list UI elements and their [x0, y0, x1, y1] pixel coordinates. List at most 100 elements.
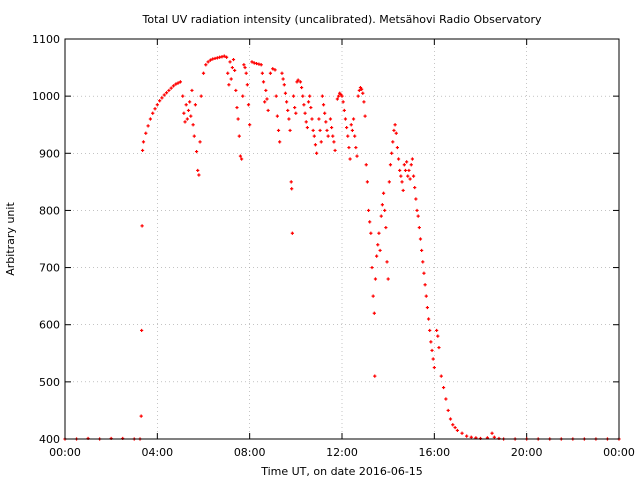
- data-point: [197, 173, 201, 177]
- data-point: [281, 77, 285, 81]
- chart-title: Total UV radiation intensity (uncalibrat…: [142, 13, 542, 26]
- data-point: [381, 191, 386, 195]
- data-point: [264, 88, 268, 93]
- data-point: [295, 80, 299, 84]
- data-point: [185, 117, 189, 121]
- data-point: [160, 96, 164, 100]
- data-point: [169, 86, 173, 90]
- data-point: [421, 260, 425, 264]
- data-point: [373, 277, 378, 281]
- data-point: [229, 77, 233, 81]
- data-point: [306, 100, 311, 104]
- data-point: [371, 294, 375, 298]
- x-tick-label: 04:00: [141, 446, 173, 459]
- data-point: [294, 111, 298, 115]
- data-point: [268, 71, 273, 75]
- data-point: [204, 63, 208, 67]
- data-point: [376, 243, 380, 247]
- data-point: [171, 84, 176, 88]
- data-point: [250, 60, 254, 64]
- data-point: [378, 248, 382, 253]
- data-point: [302, 103, 306, 107]
- x-tick-label: 20:00: [511, 446, 543, 459]
- data-point: [190, 88, 194, 93]
- data-point: [121, 436, 125, 441]
- data-point: [291, 94, 296, 98]
- data-point: [356, 94, 360, 98]
- data-point: [158, 99, 162, 103]
- data-point: [401, 188, 405, 193]
- data-point: [275, 114, 279, 118]
- data-point: [460, 431, 464, 435]
- x-axis-label: Time UT, on date 2016-06-15: [260, 465, 423, 478]
- data-point: [242, 63, 246, 67]
- data-point: [309, 105, 313, 110]
- data-point: [355, 154, 359, 158]
- data-point: [141, 140, 146, 144]
- data-point: [384, 225, 388, 230]
- data-point: [428, 328, 432, 333]
- data-point: [370, 265, 374, 270]
- data-point: [455, 428, 460, 433]
- data-point: [453, 425, 457, 430]
- x-tick-label: 00:00: [603, 446, 635, 459]
- data-point: [405, 160, 409, 164]
- data-point: [369, 231, 373, 235]
- data-point: [188, 100, 192, 104]
- y-tick-label: 700: [39, 262, 60, 275]
- data-point: [194, 149, 199, 154]
- data-point: [181, 94, 185, 98]
- data-point: [357, 88, 361, 93]
- data-point: [385, 260, 389, 264]
- data-point: [312, 134, 316, 138]
- data-point: [478, 436, 483, 441]
- data-point: [244, 71, 248, 75]
- data-point: [233, 68, 237, 73]
- data-point: [339, 92, 343, 97]
- data-points: [63, 54, 621, 441]
- x-tick-label: 16:00: [418, 446, 450, 459]
- data-point: [239, 157, 244, 161]
- data-point: [259, 63, 263, 67]
- data-point: [140, 148, 145, 153]
- data-point: [497, 436, 501, 441]
- data-point: [451, 423, 455, 427]
- data-point: [318, 128, 322, 133]
- data-point: [290, 187, 294, 191]
- data-point: [406, 174, 410, 178]
- data-point: [362, 100, 366, 104]
- y-tick-label: 500: [39, 376, 60, 389]
- data-point: [400, 180, 404, 184]
- data-point: [167, 88, 171, 93]
- data-point: [201, 71, 206, 75]
- data-point: [222, 54, 226, 58]
- data-point: [395, 145, 399, 150]
- data-point: [182, 111, 186, 115]
- data-point: [432, 365, 436, 370]
- data-point: [296, 78, 300, 82]
- data-point: [317, 117, 321, 121]
- data-point: [348, 157, 352, 161]
- data-point: [243, 65, 247, 70]
- data-point: [360, 87, 364, 91]
- data-point: [328, 117, 333, 121]
- data-point: [426, 317, 431, 321]
- data-point: [308, 94, 312, 98]
- data-point: [448, 417, 453, 421]
- data-point: [189, 114, 193, 118]
- data-point: [283, 91, 288, 95]
- data-point: [326, 134, 330, 138]
- data-point: [363, 114, 367, 118]
- data-point: [420, 248, 424, 253]
- data-point: [273, 68, 277, 72]
- data-point: [235, 105, 239, 110]
- data-point: [413, 185, 417, 190]
- data-point: [323, 111, 327, 115]
- data-point: [409, 163, 413, 167]
- data-point: [396, 157, 401, 161]
- data-point: [263, 100, 267, 104]
- data-point: [375, 254, 379, 258]
- data-point: [341, 100, 345, 104]
- data-point: [388, 163, 393, 167]
- data-point: [353, 134, 357, 138]
